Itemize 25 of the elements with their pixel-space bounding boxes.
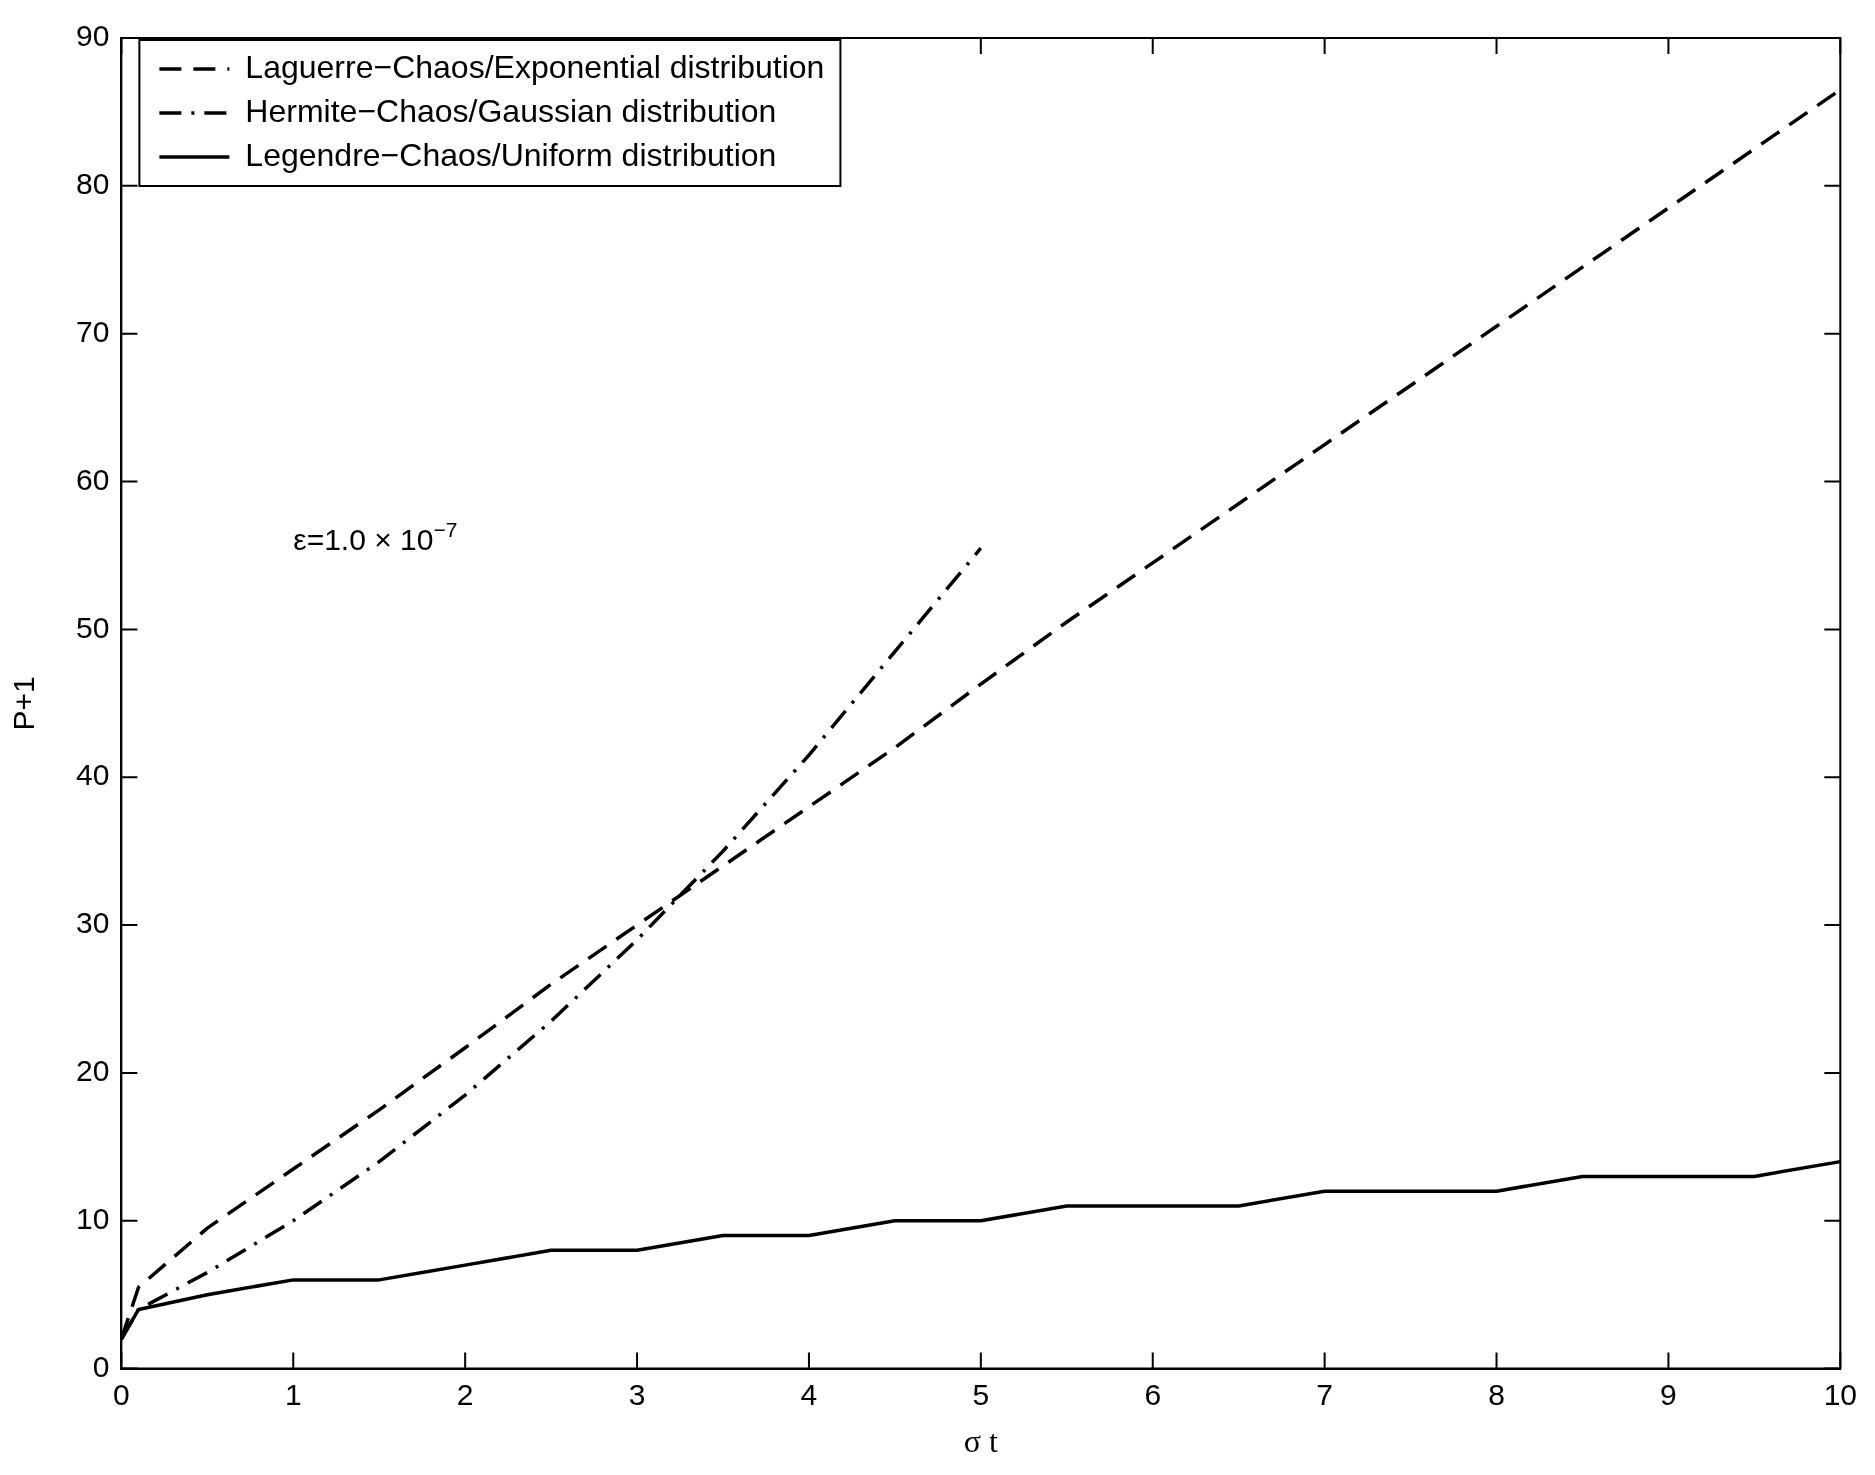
y-tick-label: 80 <box>75 167 110 201</box>
y-tick-label: 0 <box>92 1349 110 1383</box>
legend-label: Hermite−Chaos/Gaussian distribution <box>245 92 777 129</box>
y-tick-label: 40 <box>75 758 110 792</box>
y-tick-label: 90 <box>75 19 110 53</box>
x-tick-label: 5 <box>972 1377 990 1411</box>
x-axis-title: σ t <box>963 1423 999 1460</box>
x-tick-label: 7 <box>1316 1377 1333 1411</box>
x-tick-label: 9 <box>1660 1377 1677 1411</box>
y-axis-title: P+1 <box>7 676 41 731</box>
y-tick-label: 20 <box>75 1054 110 1088</box>
y-tick-label: 50 <box>75 610 110 644</box>
y-tick-label: 60 <box>75 462 110 496</box>
x-tick-label: 2 <box>456 1377 474 1411</box>
x-tick-label: 6 <box>1144 1377 1162 1411</box>
y-tick-label: 10 <box>75 1202 110 1236</box>
x-tick-label: 1 <box>284 1377 302 1411</box>
x-tick-label: 3 <box>628 1377 646 1411</box>
x-tick-label: 8 <box>1488 1377 1505 1411</box>
legend-label: Legendre−Chaos/Uniform distribution <box>245 136 777 173</box>
y-tick-label: 70 <box>75 314 110 348</box>
x-tick-label: 10 <box>1823 1377 1857 1411</box>
legend-label: Laguerre−Chaos/Exponential distribution <box>245 48 825 85</box>
x-tick-label: 4 <box>800 1377 818 1411</box>
y-tick-label: 30 <box>75 906 110 940</box>
